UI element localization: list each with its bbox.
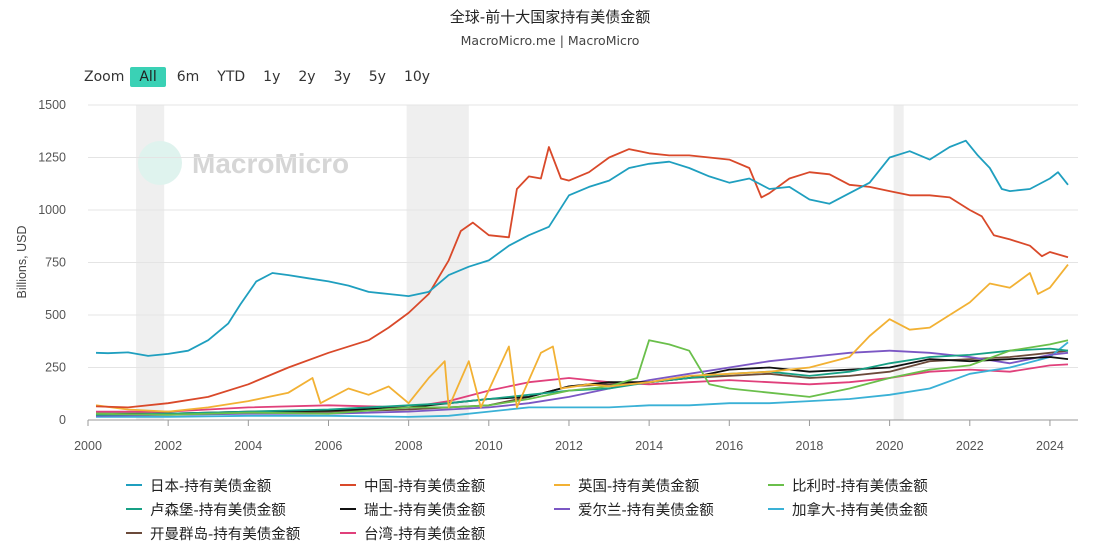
chart-title: 全球-前十大国家持有美债金额: [449, 8, 651, 26]
legend-item[interactable]: 日本-持有美债金额: [126, 474, 340, 496]
legend-label: 英国-持有美债金额: [578, 478, 700, 495]
legend-label: 比利时-持有美债金额: [792, 478, 928, 495]
legend-label: 卢森堡-持有美债金额: [150, 502, 286, 519]
y-axis-label: Billions, USD: [15, 226, 29, 299]
y-tick-label: 1500: [38, 98, 66, 112]
zoom-all-button[interactable]: All: [130, 67, 166, 87]
x-tick-label: 2008: [395, 439, 423, 453]
legend-item[interactable]: 台湾-持有美债金额: [340, 522, 554, 544]
legend-swatch-icon: [768, 508, 784, 510]
y-tick-label: 1000: [38, 203, 66, 217]
zoom-3y-button[interactable]: 3y: [333, 69, 351, 85]
zoom-6m-button[interactable]: 6m: [176, 69, 200, 85]
legend-swatch-icon: [340, 508, 356, 510]
legend-label: 台湾-持有美债金额: [364, 526, 486, 543]
x-tick-label: 2006: [315, 439, 343, 453]
x-tick-label: 2000: [74, 439, 102, 453]
y-tick-label: 750: [45, 256, 66, 270]
legend-swatch-icon: [126, 484, 142, 486]
y-tick-label: 500: [45, 308, 66, 322]
series-line: [95, 264, 1069, 413]
zoom-1y-button[interactable]: 1y: [263, 69, 281, 85]
legend-swatch-icon: [126, 508, 142, 510]
watermark-logo-icon: [138, 141, 182, 185]
legend-label: 加拿大-持有美债金额: [792, 502, 928, 519]
x-tick-label: 2024: [1036, 439, 1064, 453]
x-tick-label: 2020: [876, 439, 904, 453]
legend-item[interactable]: 加拿大-持有美债金额: [768, 498, 982, 520]
chart-legend: 日本-持有美债金额 中国-持有美债金额 英国-持有美债金额 比利时-持有美债金额卢森堡…: [126, 474, 1026, 544]
x-tick-label: 2004: [234, 439, 262, 453]
legend-swatch-icon: [126, 532, 142, 534]
legend-item[interactable]: 卢森堡-持有美债金额: [126, 498, 340, 520]
series-line: [95, 146, 1069, 409]
legend-label: 爱尔兰-持有美债金额: [578, 502, 714, 519]
zoom-ytd-button[interactable]: YTD: [217, 69, 246, 85]
legend-label: 开曼群岛-持有美债金额: [150, 526, 301, 543]
x-tick-label: 2002: [154, 439, 182, 453]
legend-swatch-icon: [554, 484, 570, 486]
zoom-controls: Zoom All 6m YTD 1y 2y 3y 5y 10y: [84, 66, 441, 88]
series-line: [96, 363, 1069, 413]
series-line: [95, 139, 1069, 357]
zoom-5y-button[interactable]: 5y: [368, 69, 386, 85]
legend-swatch-icon: [340, 484, 356, 486]
legend-label: 日本-持有美债金额: [150, 478, 272, 495]
legend-item[interactable]: 开曼群岛-持有美债金额: [126, 522, 340, 544]
x-tick-label: 2022: [956, 439, 984, 453]
chart-subtitle: MacroMicro.me | MacroMicro: [460, 33, 640, 48]
x-tick-label: 2014: [635, 439, 663, 453]
x-tick-label: 2018: [796, 439, 824, 453]
series-line: [95, 349, 1069, 417]
legend-swatch-icon: [768, 484, 784, 486]
y-tick-label: 1250: [38, 151, 66, 165]
y-tick-label: 250: [45, 361, 66, 375]
series-line: [95, 339, 1069, 416]
zoom-2y-button[interactable]: 2y: [298, 69, 316, 85]
legend-item[interactable]: 中国-持有美债金额: [340, 474, 554, 496]
zoom-10y-button[interactable]: 10y: [403, 69, 431, 85]
legend-label: 中国-持有美债金额: [364, 478, 486, 495]
x-tick-label: 2016: [715, 439, 743, 453]
legend-label: 瑞士-持有美债金额: [364, 502, 486, 519]
legend-item[interactable]: 瑞士-持有美债金额: [340, 498, 554, 520]
watermark-text: MacroMicro: [192, 148, 349, 179]
series-line: [95, 347, 1069, 416]
legend-item[interactable]: 爱尔兰-持有美债金额: [554, 498, 768, 520]
line-chart: MacroMicro 0 250 500 750 1000 1250 1500 Billions…: [15, 98, 1078, 453]
y-tick-label: 0: [59, 413, 66, 427]
legend-swatch-icon: [554, 508, 570, 510]
legend-item[interactable]: 英国-持有美债金额: [554, 474, 768, 496]
zoom-label: Zoom: [84, 69, 125, 85]
x-tick-label: 2012: [555, 439, 583, 453]
legend-item[interactable]: 比利时-持有美债金额: [768, 474, 982, 496]
series-line: [96, 341, 1069, 418]
legend-swatch-icon: [340, 532, 356, 534]
x-tick-label: 2010: [475, 439, 503, 453]
